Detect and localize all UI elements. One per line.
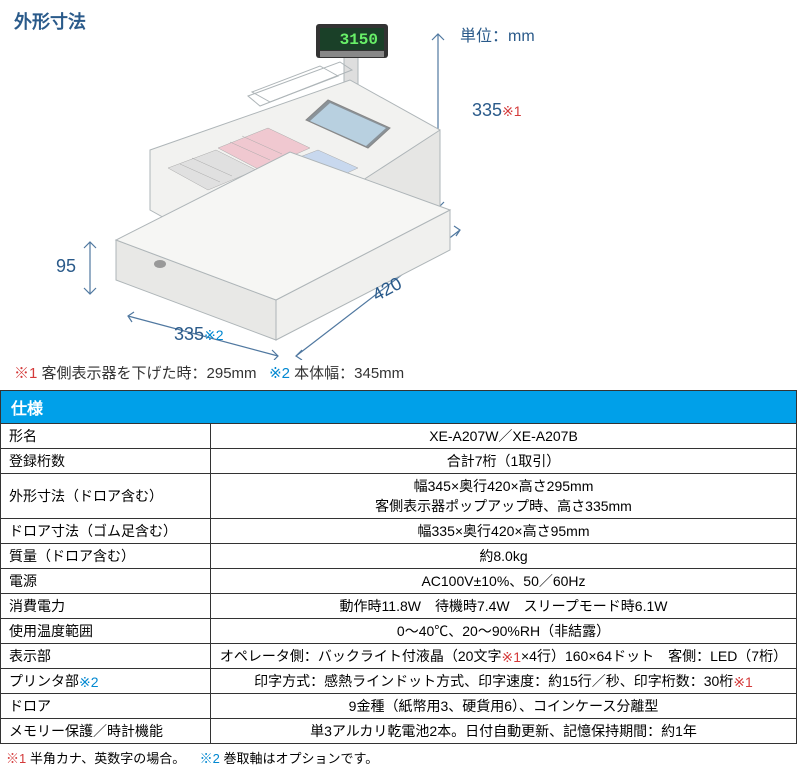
- spec-value: AC100V±10%、50／60Hz: [211, 569, 797, 594]
- spec-value: XE-A207W／XE-A207B: [211, 424, 797, 449]
- footnote1-star: ※1: [14, 365, 37, 382]
- dim-height-value: 335: [472, 100, 502, 120]
- spec-label: 消費電力: [1, 594, 211, 619]
- table-row: 使用温度範囲0〜40℃、20〜90%RH（非結露）: [1, 619, 797, 644]
- spec-value: 印字方式：感熱ラインドット方式、印字速度：約15行／秒、印字桁数：30桁※1: [211, 669, 797, 694]
- table-row: ドロア9金種（紙幣用3、硬貨用6）、コインケース分離型: [1, 694, 797, 719]
- spec-label: 外形寸法（ドロア含む）: [1, 474, 211, 519]
- spec-value: 9金種（紙幣用3、硬貨用6）、コインケース分離型: [211, 694, 797, 719]
- table-row: 質量（ドロア含む）約8.0kg: [1, 544, 797, 569]
- dim-height: 335※1: [472, 100, 522, 121]
- spec-label: 表示部: [1, 644, 211, 669]
- spec-label: 使用温度範囲: [1, 619, 211, 644]
- dim-drawer-width-star: ※2: [204, 327, 224, 343]
- spec-table: 形名XE-A207W／XE-A207B登録桁数合計7桁（1取引）外形寸法（ドロア…: [0, 423, 797, 744]
- register-illustration: 3150: [20, 0, 580, 360]
- spec-value: 合計7桁（1取引）: [211, 449, 797, 474]
- table-row: 形名XE-A207W／XE-A207B: [1, 424, 797, 449]
- footnote1-text: 客側表示器を下げた時：295mm: [42, 365, 257, 382]
- bottom-notes: ※1 半角カナ、英数字の場合。 ※2 巻取軸はオプションです。: [0, 744, 797, 771]
- spec-value: 幅345×奥行420×高さ295mm客側表示器ポップアップ時、高さ335mm: [211, 474, 797, 519]
- svg-text:3150: 3150: [340, 31, 378, 49]
- table-row: 外形寸法（ドロア含む）幅345×奥行420×高さ295mm客側表示器ポップアップ…: [1, 474, 797, 519]
- spec-header: 仕様: [0, 390, 797, 423]
- spec-label: プリンタ部※2: [1, 669, 211, 694]
- diagram-footnotes: ※1 客側表示器を下げた時：295mm ※2 本体幅：345mm: [14, 362, 404, 383]
- spec-label: ドロア寸法（ゴム足含む）: [1, 519, 211, 544]
- bottom-note1-text: 半角カナ、英数字の場合。: [30, 751, 185, 766]
- spec-label: 電源: [1, 569, 211, 594]
- spec-label: 形名: [1, 424, 211, 449]
- dim-drawer-width-value: 335: [174, 324, 204, 344]
- spec-value: 動作時11.8W 待機時7.4W スリープモード時6.1W: [211, 594, 797, 619]
- spec-value: 幅335×奥行420×高さ95mm: [211, 519, 797, 544]
- table-row: 登録桁数合計7桁（1取引）: [1, 449, 797, 474]
- footnote2-star: ※2: [269, 365, 290, 382]
- bottom-note2-star: ※2: [200, 751, 220, 766]
- dim-height-star: ※1: [502, 103, 522, 119]
- table-row: 消費電力動作時11.8W 待機時7.4W スリープモード時6.1W: [1, 594, 797, 619]
- dim-drawer-width: 335※2: [174, 324, 224, 345]
- table-row: 表示部オペレータ側：バックライト付液晶（20文字※1×4行）160×64ドット …: [1, 644, 797, 669]
- spec-label: 質量（ドロア含む）: [1, 544, 211, 569]
- bottom-note2-text: 巻取軸はオプションです。: [224, 751, 379, 766]
- table-row: ドロア寸法（ゴム足含む）幅335×奥行420×高さ95mm: [1, 519, 797, 544]
- spec-label: ドロア: [1, 694, 211, 719]
- bottom-note1-star: ※1: [6, 751, 26, 766]
- spec-value: 約8.0kg: [211, 544, 797, 569]
- footnote2-text: 本体幅：345mm: [294, 365, 404, 382]
- table-row: メモリー保護／時計機能単3アルカリ乾電池2本。日付自動更新、記憶保持期間：約1年: [1, 719, 797, 744]
- dim-drawer-height: 95: [56, 256, 76, 277]
- spec-value: オペレータ側：バックライト付液晶（20文字※1×4行）160×64ドット 客側：…: [211, 644, 797, 669]
- spec-label: 登録桁数: [1, 449, 211, 474]
- table-row: プリンタ部※2印字方式：感熱ラインドット方式、印字速度：約15行／秒、印字桁数：…: [1, 669, 797, 694]
- spec-label: メモリー保護／時計機能: [1, 719, 211, 744]
- table-row: 電源AC100V±10%、50／60Hz: [1, 569, 797, 594]
- diagram-area: 外形寸法 単位：mm 3150: [0, 0, 797, 390]
- spec-value: 0〜40℃、20〜90%RH（非結露）: [211, 619, 797, 644]
- spec-value: 単3アルカリ乾電池2本。日付自動更新、記憶保持期間：約1年: [211, 719, 797, 744]
